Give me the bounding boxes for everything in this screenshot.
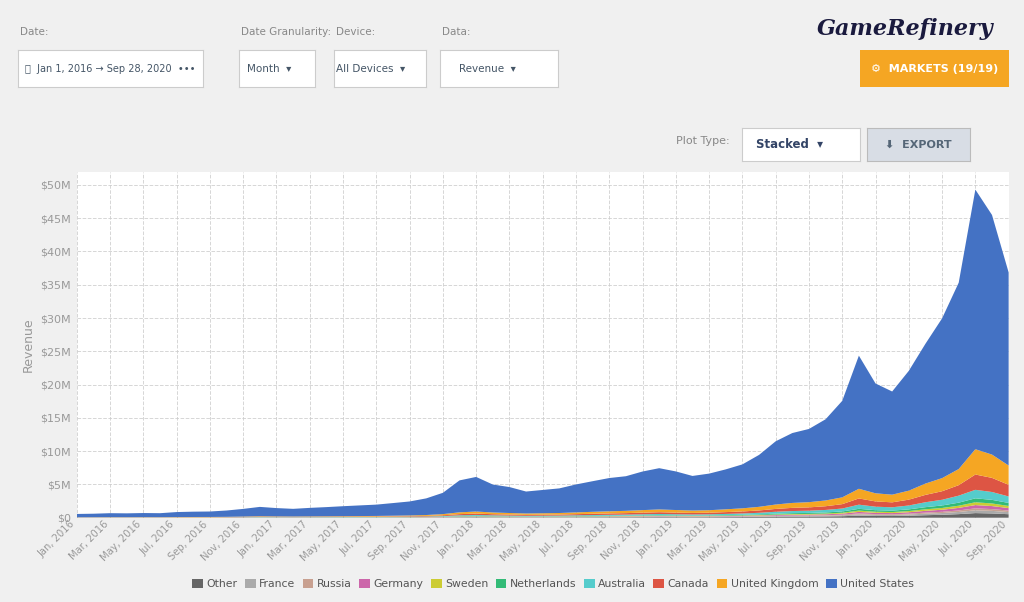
Text: Data:: Data: — [442, 27, 471, 37]
Text: 📅  Jan 1, 2016 → Sep 28, 2020  •••: 📅 Jan 1, 2016 → Sep 28, 2020 ••• — [26, 64, 196, 73]
Text: ⬇  EXPORT: ⬇ EXPORT — [885, 140, 952, 150]
Text: Date Granularity:: Date Granularity: — [241, 27, 331, 37]
Legend: Other, France, Russia, Germany, Sweden, Netherlands, Australia, Canada, United K: Other, France, Russia, Germany, Sweden, … — [187, 575, 919, 594]
Y-axis label: Revenue: Revenue — [22, 317, 35, 372]
Text: GameRefinery: GameRefinery — [817, 18, 993, 40]
Text: Plot Type:: Plot Type: — [676, 137, 729, 146]
Text: Month  ▾: Month ▾ — [247, 64, 292, 73]
Text: Revenue  ▾: Revenue ▾ — [459, 64, 516, 73]
Text: ⚙  MARKETS (19/19): ⚙ MARKETS (19/19) — [870, 64, 998, 73]
Text: All Devices  ▾: All Devices ▾ — [336, 64, 406, 73]
Text: Stacked  ▾: Stacked ▾ — [756, 138, 823, 151]
Text: Device:: Device: — [336, 27, 375, 37]
Text: Date:: Date: — [20, 27, 49, 37]
